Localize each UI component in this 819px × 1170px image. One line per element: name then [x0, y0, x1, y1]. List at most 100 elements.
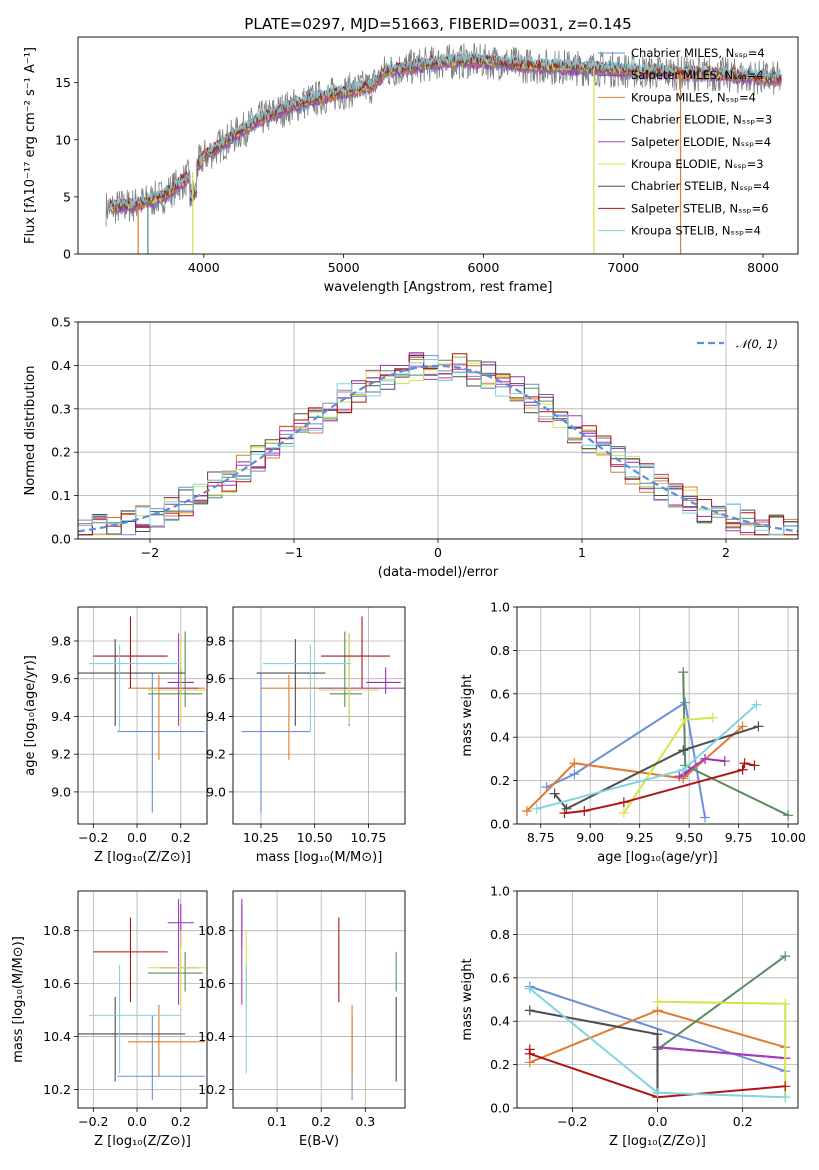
weight-line: [553, 725, 759, 811]
ytick-label: 0.5: [51, 315, 71, 330]
weight-point: [524, 1057, 535, 1068]
weight-point: [780, 1081, 791, 1092]
panel-ebv_mass: 0.1 0.2 0.3 10.2 10.4 10.6 10.8 E(B-V): [198, 890, 406, 1149]
weight-line: [529, 985, 786, 1073]
panel-residuals: −2 −1 0 1 2 0.0 0.1 0.2 0.3 0.4 0.5 (data-model)/er…: [23, 315, 799, 580]
legend-label: Kroupa ELODIE, Nₛₛₚ=3: [631, 157, 764, 171]
xtick-label: 10.00: [770, 830, 806, 845]
panel-z_age: −0.2 0.0 0.2 9.0 9.2 9.4 9.6 9.8 Z [log₁₀(Z/Z⊙)]…: [23, 606, 208, 865]
weight-point: [737, 721, 748, 732]
weight-point: [719, 756, 730, 767]
weight-point: [618, 808, 629, 819]
xtick-label: 1: [578, 545, 586, 560]
weight-point: [549, 788, 560, 799]
ytick-label: 9.4: [51, 709, 71, 724]
legend-label: Chabrier ELODIE, Nₛₛₚ=3: [631, 113, 772, 127]
legend-label: Kroupa MILES, Nₛₛₚ=4: [631, 90, 756, 104]
x-axis-label: wavelength [Angstrom, rest frame]: [324, 280, 553, 295]
xtick-label: −0.2: [78, 1114, 108, 1129]
ytick-label: 9.2: [206, 747, 226, 762]
ytick-label: 0.2: [490, 773, 510, 788]
panel-spectrum: 4000 5000 6000 7000 8000 0 5 10 15 wavelength [An…: [23, 36, 799, 295]
ytick-label: 0.8: [490, 643, 510, 658]
weight-point: [739, 758, 750, 769]
ytick-label: 0.2: [51, 445, 71, 460]
x-axis-label: Z [log₁₀(Z/Z⊙)]: [609, 1134, 706, 1149]
model-spectrum: [109, 51, 782, 209]
ytick-label: 9.8: [51, 633, 71, 648]
ytick-label: 0.1: [51, 488, 71, 503]
ytick-label: 9.0: [206, 784, 226, 799]
axes-frame: [77, 606, 208, 825]
weight-line: [564, 762, 755, 815]
plot-area-residuals: [78, 352, 798, 536]
weight-point: [678, 667, 689, 678]
weight-point: [569, 769, 580, 780]
y-axis-label: mass weight: [460, 674, 475, 756]
ytick-label: 10: [55, 132, 71, 147]
plot-area-z_age: [78, 616, 207, 813]
weight-point: [780, 998, 791, 1009]
xtick-label: 6000: [468, 260, 500, 275]
axes-frame: [232, 606, 406, 825]
weight-point: [652, 996, 663, 1007]
xtick-label: 0.2: [171, 1114, 191, 1129]
ytick-label: 9.2: [51, 747, 71, 762]
legend-label: 𝒩(0, 1): [736, 337, 778, 351]
legend-label: Salpeter MILES, Nₛₛₚ=4: [631, 68, 764, 82]
ytick-label: 0.8: [490, 927, 510, 942]
panel-mass_age: 10.25 10.50 10.75 9.0 9.2 9.4 9.6 9.8 mass [log₁…: [206, 606, 406, 865]
xtick-label: 9.00: [576, 830, 604, 845]
figure-title: PLATE=0297, MJD=51663, FIBERID=0031, z=0…: [244, 15, 631, 33]
weight-line: [526, 725, 744, 812]
plot-area-mass_age: [241, 616, 405, 813]
ytick-label: 10.4: [198, 1029, 226, 1044]
y-axis-label: mass [log₁₀(M/M⊙)]: [11, 936, 26, 1063]
plot-area-spectrum: [105, 42, 782, 254]
ytick-label: 15: [55, 75, 71, 90]
xtick-label: 10.50: [297, 830, 333, 845]
plot-area-age_weight: [521, 667, 794, 823]
plot-area-z_weight: [524, 951, 791, 1103]
plot-area-z_mass: [78, 898, 207, 1101]
weight-point: [618, 797, 629, 808]
plot-area-ebv_mass: [241, 898, 397, 1101]
ytick-label: 9.6: [51, 671, 71, 686]
ytick-label: 0.0: [51, 532, 71, 547]
ytick-label: 0.2: [490, 1057, 510, 1072]
weight-line: [657, 1046, 786, 1060]
legend-label: Salpeter ELODIE, Nₛₛₚ=4: [631, 135, 771, 149]
weight-point: [559, 808, 570, 819]
weight-point: [699, 753, 710, 764]
xtick-label: 9.50: [675, 830, 703, 845]
axes-frame: [516, 606, 799, 825]
ytick-label: 10.4: [43, 1029, 71, 1044]
xtick-label: 9.25: [626, 830, 654, 845]
y-axis-label: age [log₁₀(age/yr)]: [23, 655, 38, 776]
weight-point: [652, 1029, 663, 1040]
xtick-label: 0.0: [127, 830, 147, 845]
ytick-label: 0.4: [490, 730, 510, 745]
weight-point: [678, 745, 689, 756]
legend-label: Chabrier STELIB, Nₛₛₚ=4: [631, 179, 770, 193]
ytick-label: 5: [63, 189, 71, 204]
xtick-label: 10.25: [243, 830, 279, 845]
xtick-label: 0.2: [733, 1114, 753, 1129]
weight-point: [521, 805, 532, 816]
weight-point: [699, 812, 710, 823]
xtick-label: 0.1: [267, 1114, 287, 1129]
xtick-label: 7000: [607, 260, 639, 275]
ytick-label: 10.2: [198, 1082, 226, 1097]
x-axis-label: Z [log₁₀(Z/Z⊙)]: [94, 1134, 191, 1149]
xtick-label: −1: [285, 545, 303, 560]
axes-frame: [77, 890, 208, 1109]
xtick-label: 0.0: [648, 1114, 668, 1129]
axes-frame: [77, 36, 799, 255]
x-axis-label: age [log₁₀(age/yr)]: [597, 850, 718, 865]
xtick-label: 2: [722, 545, 730, 560]
weight-point: [783, 810, 794, 821]
weight-point: [579, 805, 590, 816]
xtick-label: 10.75: [351, 830, 387, 845]
